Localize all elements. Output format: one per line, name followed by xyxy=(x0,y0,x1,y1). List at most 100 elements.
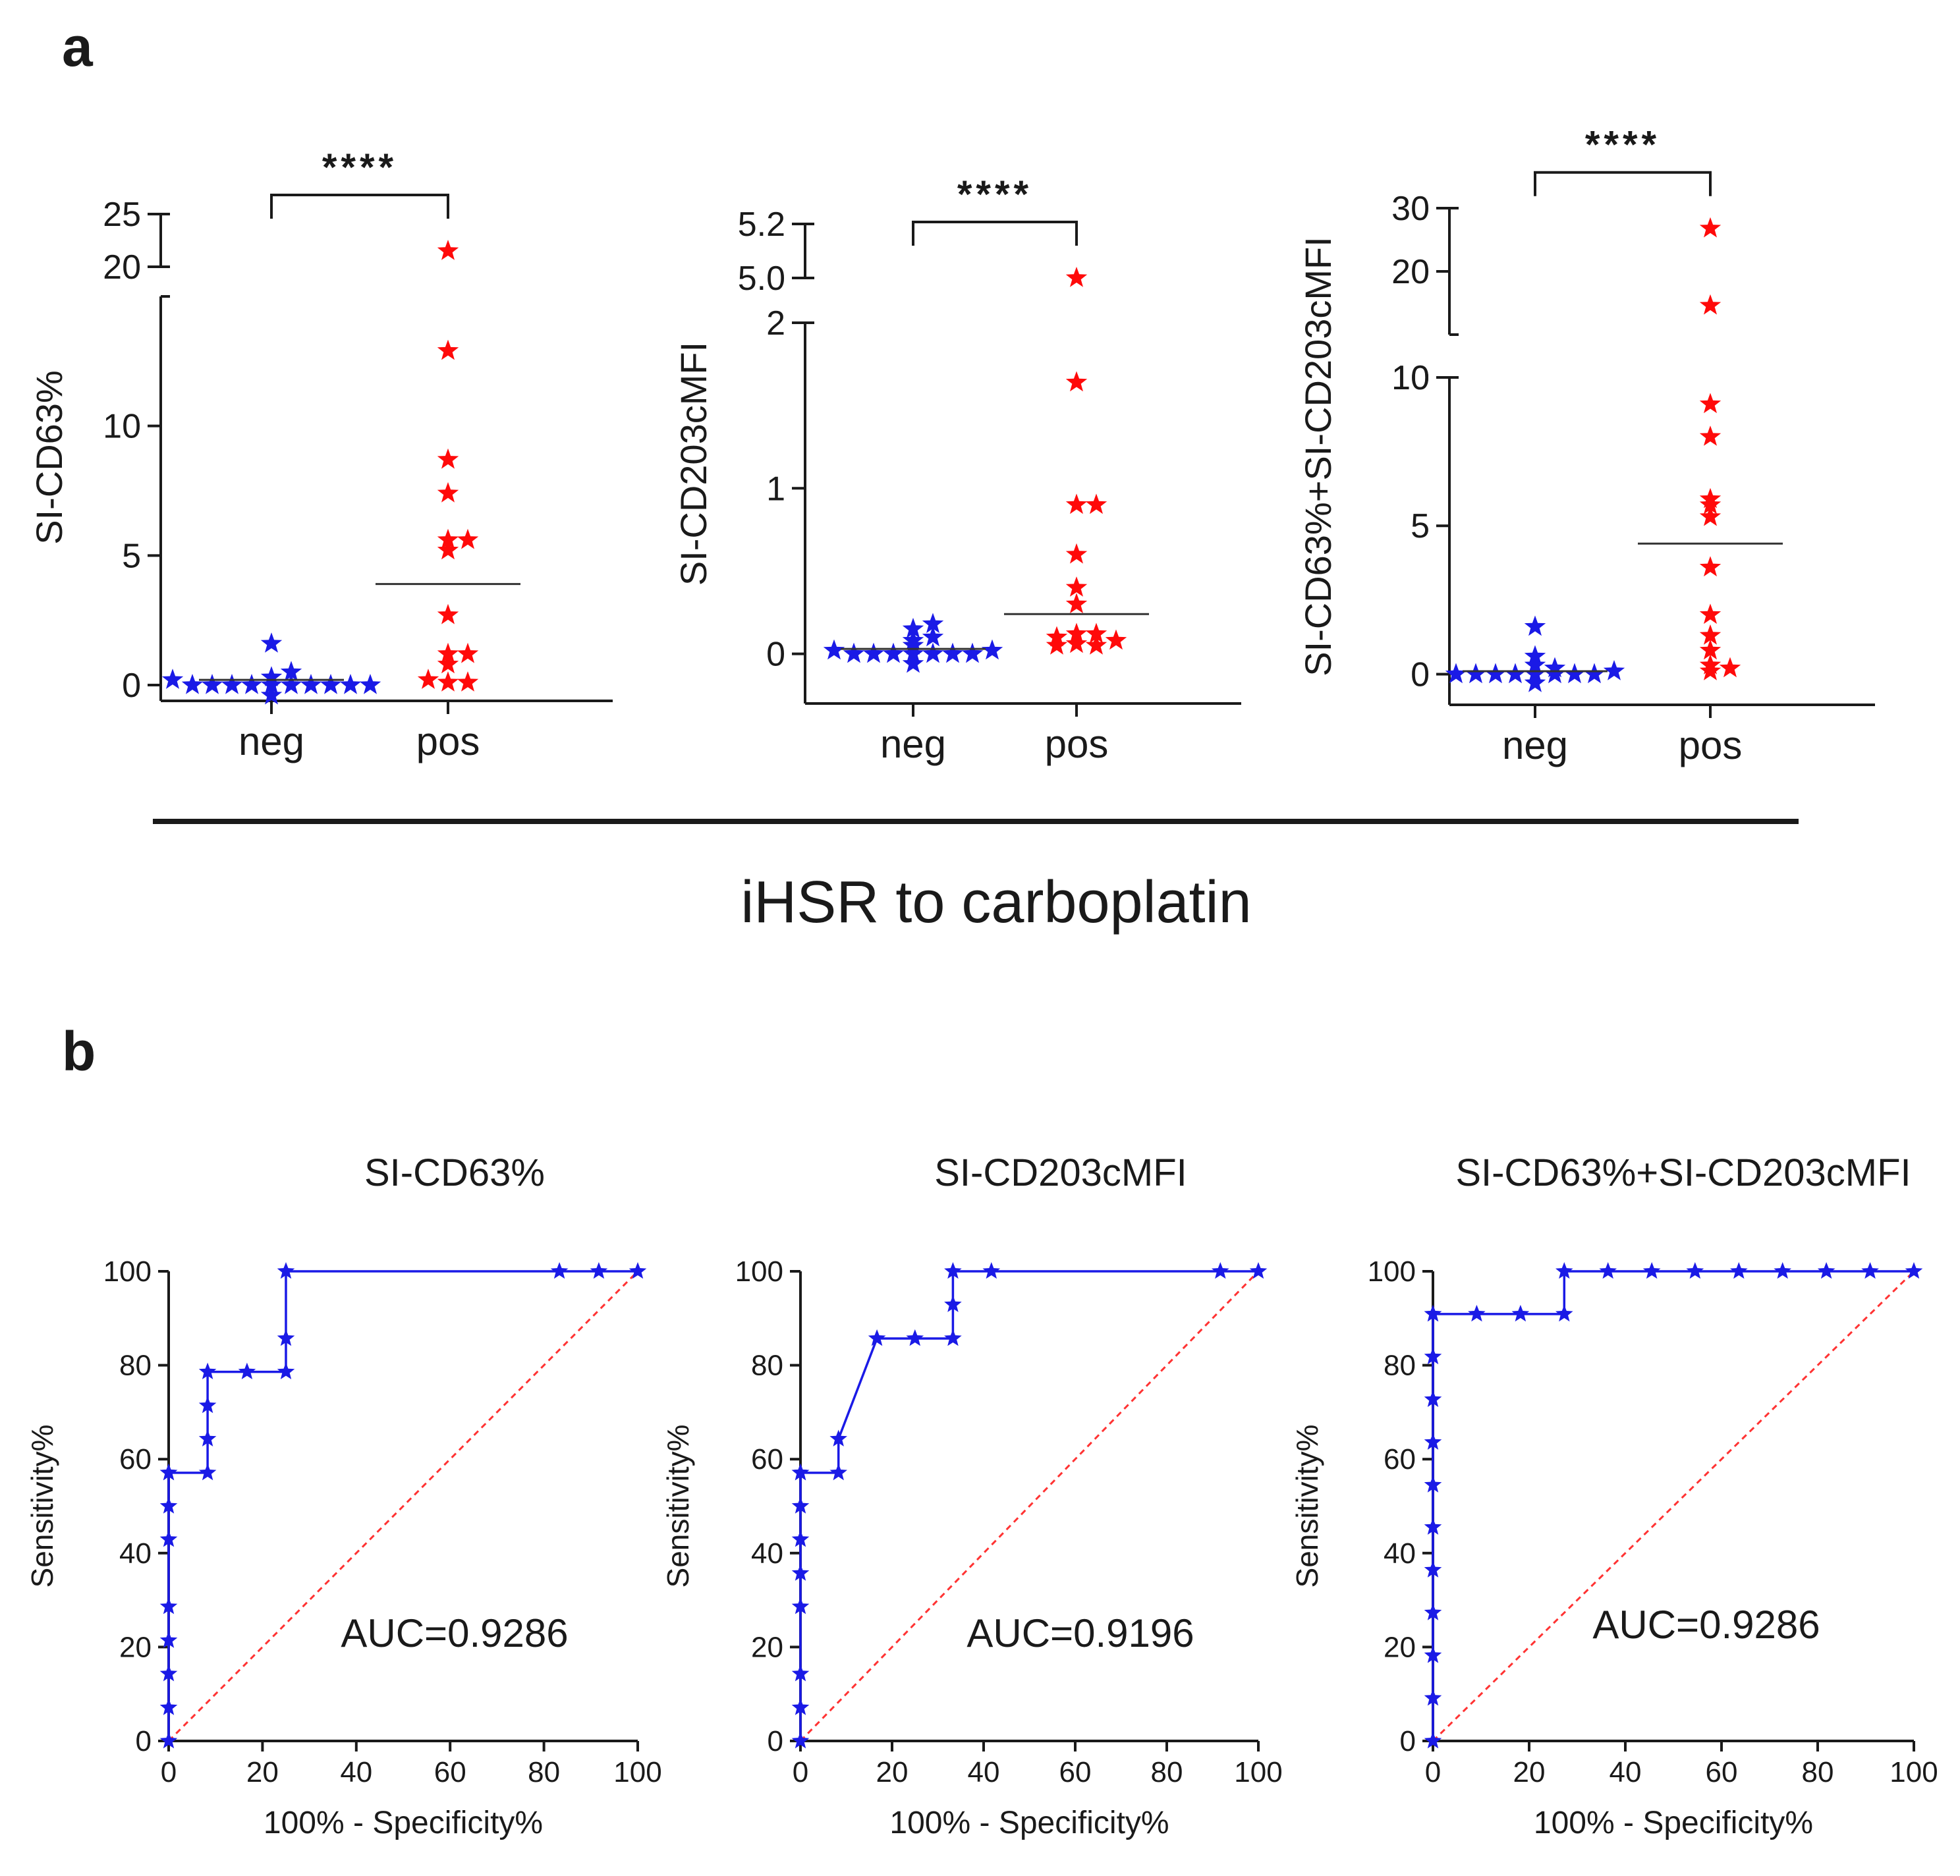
point-neg xyxy=(1524,645,1546,666)
roc-point xyxy=(590,1262,608,1279)
point-neg xyxy=(181,674,204,694)
roc-title: SI-CD63%+SI-CD203cMFI xyxy=(1455,1151,1911,1194)
roc-plot-1: 00 20 20 40 40 60 60 80 80 100 100 SI-CD63% 100% - S… xyxy=(25,1151,662,1840)
point-pos xyxy=(1065,267,1088,287)
roc-point xyxy=(550,1262,569,1279)
point-pos xyxy=(437,671,459,692)
roc-point xyxy=(791,1665,810,1682)
significance-label: **** xyxy=(1585,124,1660,167)
point-pos xyxy=(437,482,459,503)
y-tick-label: 0 xyxy=(768,1725,783,1757)
point-neg xyxy=(161,669,184,689)
point-pos xyxy=(437,642,459,663)
roc-point xyxy=(944,1262,962,1279)
y-tick-label: 80 xyxy=(119,1350,152,1382)
y-axis-label: SI-CD203cMFI xyxy=(673,342,714,586)
point-neg xyxy=(339,674,362,694)
point-neg xyxy=(260,632,283,653)
point-neg xyxy=(902,652,924,673)
y-axis-label: Sensitivity% xyxy=(25,1425,59,1588)
y-tick-label: 30 xyxy=(1391,190,1430,228)
y-tick-label: 80 xyxy=(751,1350,783,1382)
y-tick-label: 0 xyxy=(766,636,785,674)
x-tick-label: 60 xyxy=(1059,1756,1092,1788)
roc-point xyxy=(1249,1262,1268,1279)
y-tick-label: 100 xyxy=(103,1255,152,1288)
point-neg xyxy=(922,642,944,663)
x-tick-label: 80 xyxy=(1802,1756,1834,1788)
x-axis-label: 100% - Specificity% xyxy=(889,1806,1169,1840)
roc-point xyxy=(277,1329,295,1346)
point-pos xyxy=(437,240,459,260)
y-tick-label: 0 xyxy=(122,667,141,705)
roc-point xyxy=(159,1597,178,1614)
y-tick-label: 5.2 xyxy=(738,206,785,244)
dot-plot-2: 0 1 2 5.0 5.2 neg pos SI-CD203cMFI **** xyxy=(673,173,1241,766)
y-tick-label: 2 xyxy=(766,304,785,343)
y-tick-label: 5 xyxy=(122,537,141,575)
reference-line xyxy=(1432,1270,1915,1742)
reference-line xyxy=(167,1270,639,1742)
x-tick-label: 80 xyxy=(1151,1756,1183,1788)
y-tick-label: 40 xyxy=(1384,1537,1416,1570)
roc-point xyxy=(1774,1262,1791,1279)
roc-point xyxy=(277,1362,295,1379)
y-tick-label: 20 xyxy=(1391,253,1430,291)
roc-point xyxy=(944,1329,962,1346)
roc-point xyxy=(1686,1262,1704,1279)
point-pos xyxy=(1699,217,1722,238)
point-pos xyxy=(1699,505,1722,526)
point-pos xyxy=(1046,634,1068,655)
x-tick-label: 40 xyxy=(968,1756,1000,1788)
point-pos xyxy=(1065,632,1088,653)
roc-point xyxy=(791,1497,810,1514)
y-tick-label: 10 xyxy=(1391,359,1430,397)
roc-point xyxy=(238,1362,256,1379)
roc-point xyxy=(1424,1390,1442,1407)
point-neg xyxy=(1465,663,1487,684)
y-tick-label: 60 xyxy=(751,1443,783,1476)
roc-point xyxy=(1730,1262,1748,1279)
point-neg xyxy=(280,674,302,694)
point-neg xyxy=(1603,660,1625,680)
roc-point xyxy=(159,1631,178,1648)
significance-bracket xyxy=(270,194,449,219)
roc-point xyxy=(1424,1347,1442,1365)
point-pos xyxy=(1699,603,1722,624)
x-axis-label: 100% - Specificity% xyxy=(1534,1806,1813,1840)
point-pos xyxy=(1699,556,1722,577)
y-axis-label: SI-CD63% xyxy=(28,370,70,545)
roc-point xyxy=(629,1262,647,1279)
roc-point xyxy=(159,1530,178,1547)
roc-point xyxy=(159,1463,178,1481)
point-pos xyxy=(437,528,459,549)
category-label-pos: pos xyxy=(416,719,480,763)
point-pos xyxy=(1065,593,1088,613)
roc-point xyxy=(159,1497,178,1514)
point-pos xyxy=(437,653,459,674)
point-neg xyxy=(1504,663,1526,684)
point-neg xyxy=(1484,663,1507,684)
roc-curve xyxy=(799,1270,1258,1741)
roc-point xyxy=(1424,1476,1442,1493)
point-neg xyxy=(823,639,845,660)
roc-point xyxy=(1424,1646,1442,1663)
point-pos xyxy=(437,603,459,624)
roc-point xyxy=(868,1329,886,1346)
point-pos xyxy=(1699,624,1722,645)
roc-title: SI-CD63% xyxy=(364,1151,545,1194)
roc-point xyxy=(906,1329,924,1346)
point-pos xyxy=(1699,660,1722,680)
x-tick-label: 60 xyxy=(434,1756,466,1788)
point-neg xyxy=(359,674,381,694)
y-tick-label: 5 xyxy=(1411,507,1430,545)
roc-point xyxy=(791,1732,810,1749)
roc-point xyxy=(159,1665,178,1682)
x-tick-label: 0 xyxy=(1425,1756,1441,1788)
y-tick-label: 100 xyxy=(735,1255,783,1288)
y-axis-label: SI-CD63%+SI-CD203cMFI xyxy=(1297,236,1339,676)
panel-b-letter: b xyxy=(62,1020,96,1082)
roc-point xyxy=(791,1530,810,1547)
